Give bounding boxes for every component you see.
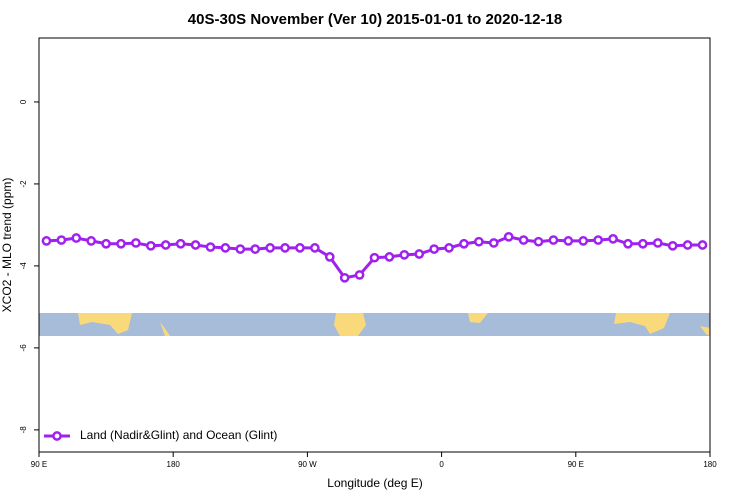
x-tick-label: 90 E xyxy=(31,460,47,469)
point xyxy=(623,238,633,249)
point xyxy=(429,244,439,254)
point xyxy=(548,235,559,245)
point xyxy=(608,234,618,244)
x-tick-label: 180 xyxy=(167,460,181,469)
point xyxy=(593,235,604,245)
point xyxy=(56,235,67,245)
point xyxy=(220,243,231,253)
plot-frame xyxy=(38,37,711,453)
x-axis-label: Longitude (deg E) xyxy=(327,476,422,490)
point xyxy=(474,236,484,247)
point xyxy=(280,243,290,253)
y-tick-label: -2 xyxy=(19,180,28,188)
y-tick-label: -6 xyxy=(19,344,28,352)
point xyxy=(250,244,261,254)
legend-marker xyxy=(52,431,62,441)
point xyxy=(459,238,469,249)
point xyxy=(86,236,97,246)
point xyxy=(697,240,708,250)
point xyxy=(175,238,186,249)
point xyxy=(324,252,335,262)
point xyxy=(652,238,663,248)
point xyxy=(205,242,216,252)
point xyxy=(354,270,365,280)
point xyxy=(518,235,529,245)
y-tick-label: -4 xyxy=(19,262,28,270)
point xyxy=(488,238,499,248)
point xyxy=(71,233,82,243)
x-tick-label: 180 xyxy=(703,460,717,469)
point xyxy=(638,238,648,249)
point xyxy=(131,238,141,248)
point xyxy=(384,252,395,262)
y-axis-label: XCO2 - MLO trend (ppm) xyxy=(0,178,14,313)
point xyxy=(265,243,275,253)
x-tick-label: 90 E xyxy=(568,460,584,469)
chart-title: 40S-30S November (Ver 10) 2015-01-01 to … xyxy=(188,11,562,28)
map-strip xyxy=(39,313,710,336)
point xyxy=(369,252,380,263)
point xyxy=(339,272,350,283)
x-tick-label: 90 W xyxy=(298,460,317,469)
point xyxy=(444,243,454,253)
point xyxy=(190,240,201,250)
point xyxy=(578,236,589,246)
point xyxy=(563,236,574,246)
point xyxy=(414,249,425,259)
y-tick-label: 0 xyxy=(19,99,28,104)
point xyxy=(310,243,320,253)
point xyxy=(101,238,111,249)
point xyxy=(116,238,126,249)
point xyxy=(145,240,156,251)
point xyxy=(41,236,52,246)
point xyxy=(533,236,544,247)
point xyxy=(235,244,246,254)
y-tick-label: -8 xyxy=(19,426,28,434)
legend-label: Land (Nadir&Glint) and Ocean (Glint) xyxy=(80,428,277,442)
point xyxy=(399,249,410,260)
point xyxy=(503,231,514,242)
point xyxy=(160,240,171,250)
x-tick-label: 0 xyxy=(439,460,444,469)
point xyxy=(667,240,678,251)
point xyxy=(295,243,305,253)
point xyxy=(682,240,693,250)
